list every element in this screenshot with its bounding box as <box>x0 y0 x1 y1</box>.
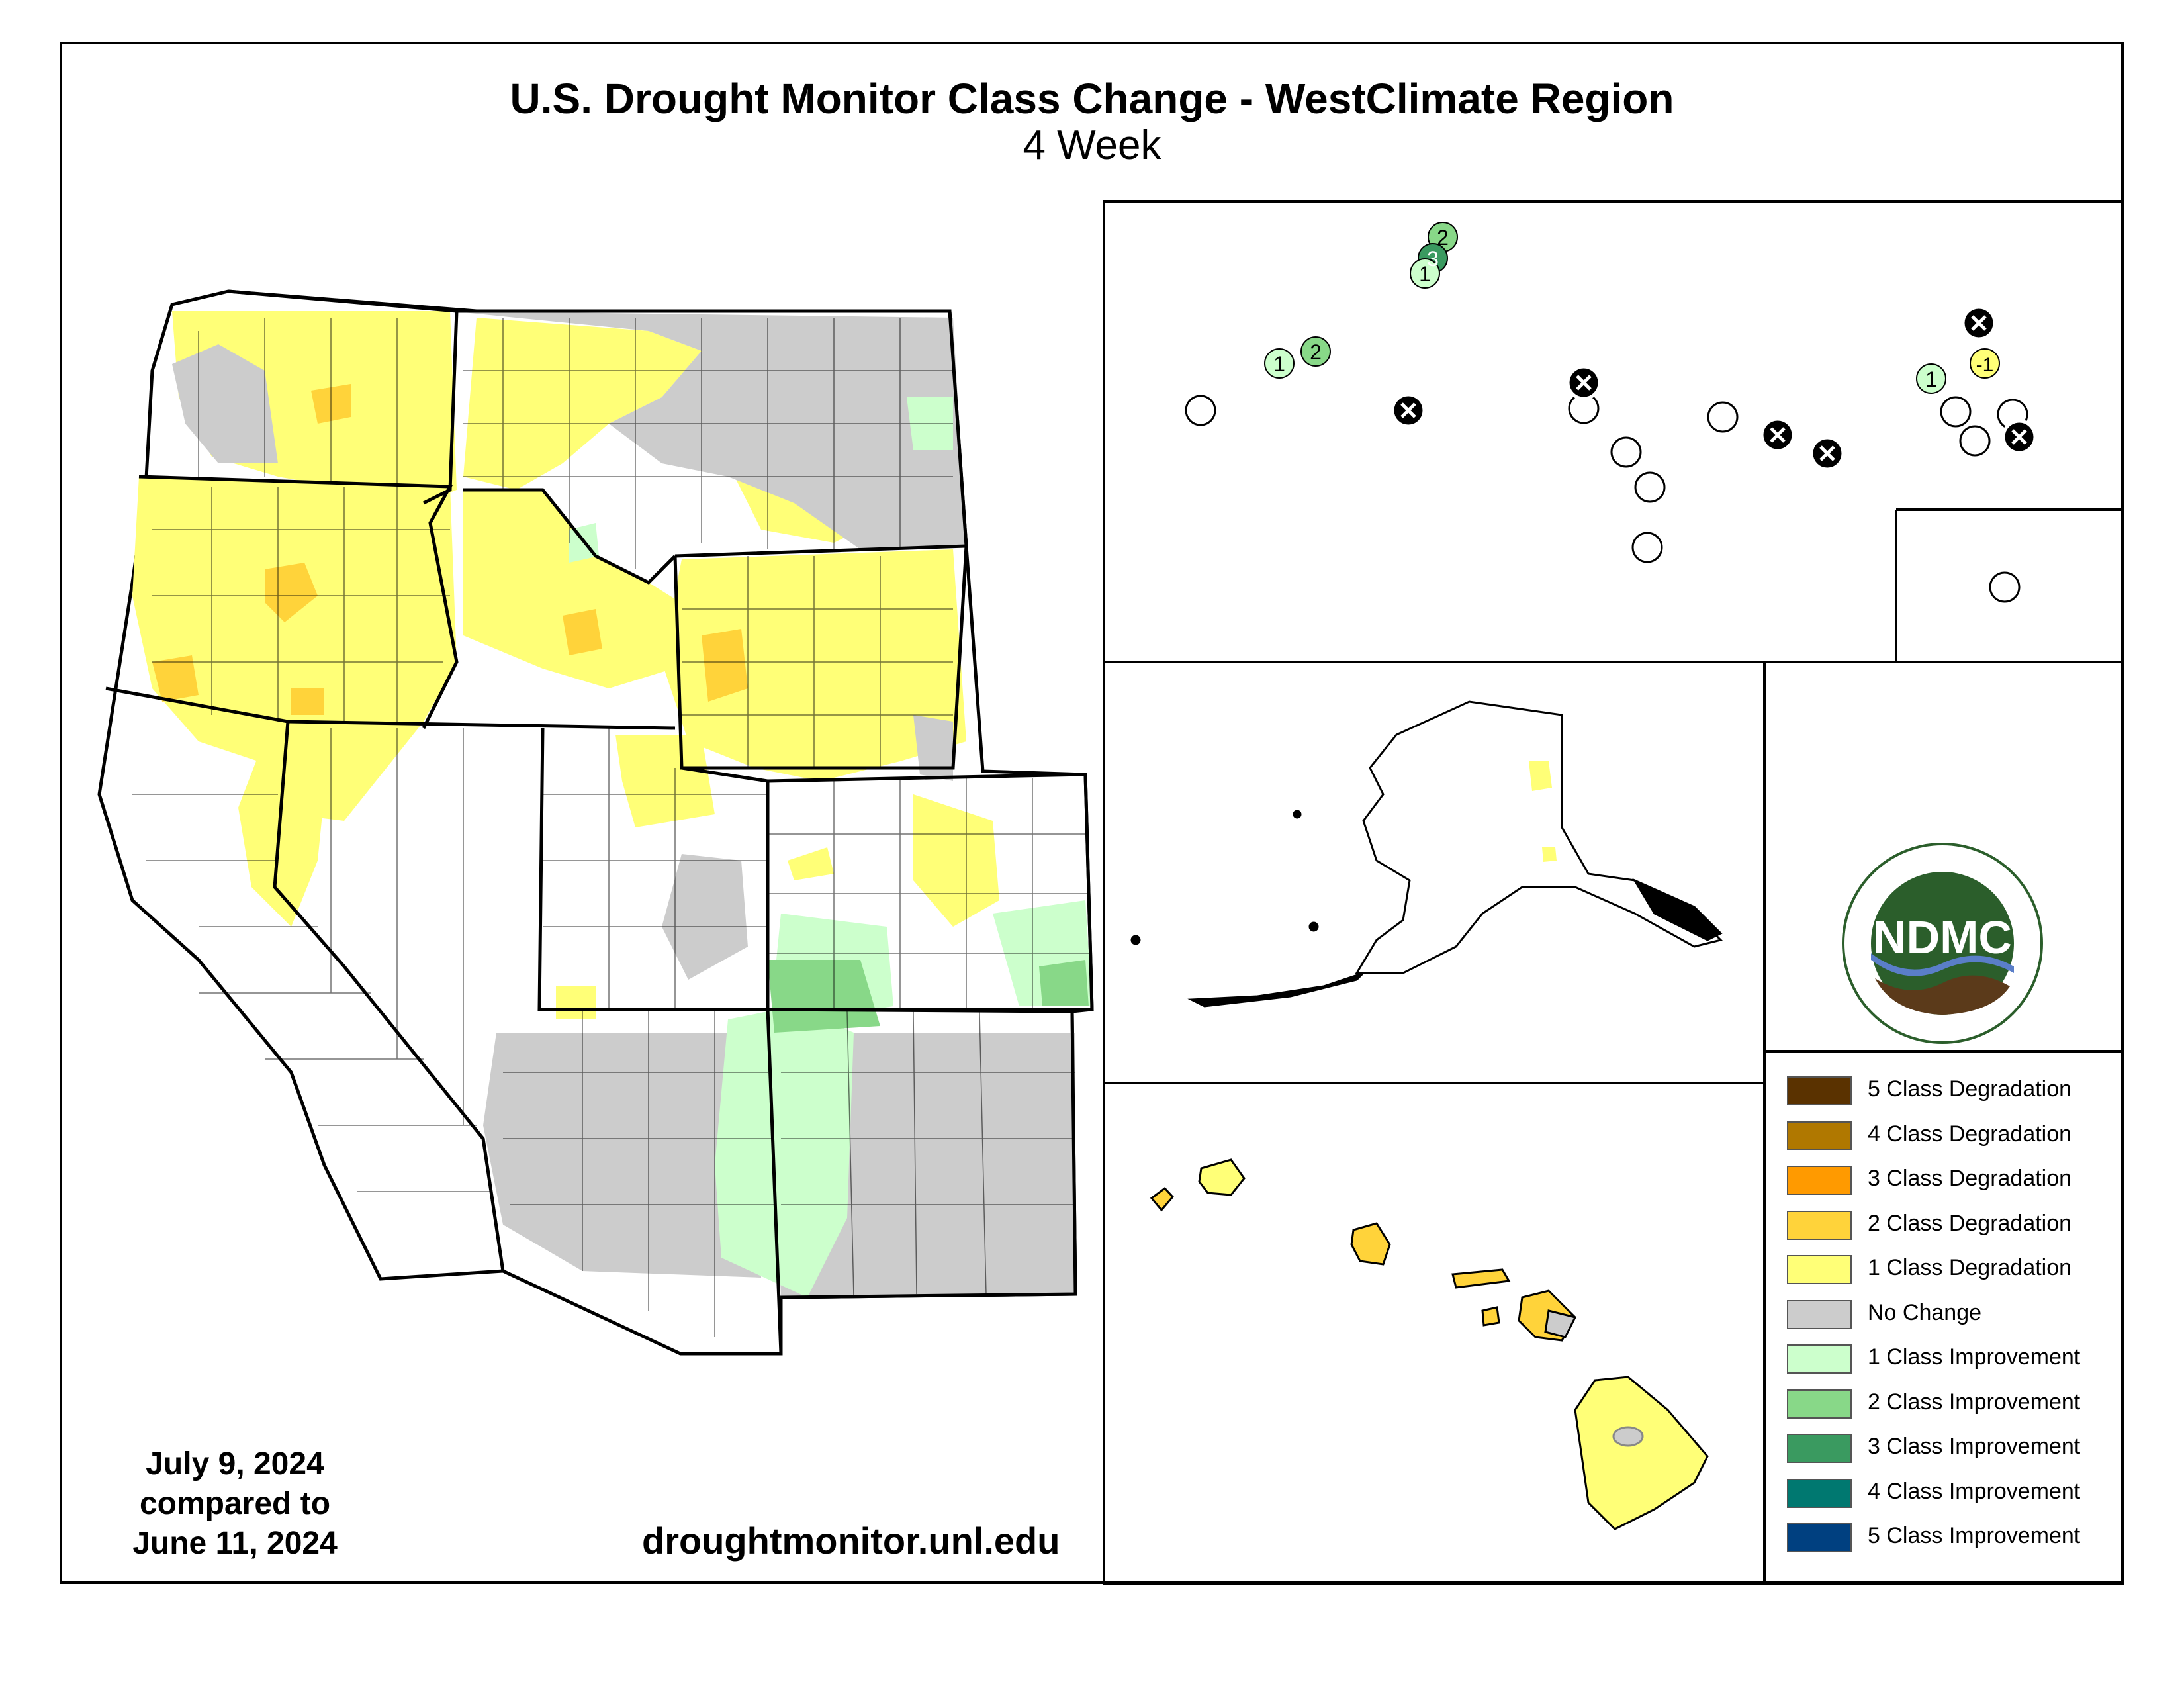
island-station-marker <box>1610 436 1642 468</box>
island-improvement-marker <box>1264 348 1295 379</box>
legend-item: 4 Class Degradation <box>1787 1119 2105 1152</box>
island-marker-label: 2 <box>1437 226 1449 250</box>
legend-swatch <box>1787 1166 1852 1195</box>
legend-label: No Change <box>1868 1299 1982 1325</box>
legend-swatch <box>1787 1121 1852 1150</box>
island-marker-label: 1 <box>1273 352 1285 376</box>
pacific-islands-inset: 2 3 1 1 2 1 -1 <box>1185 222 2037 603</box>
legend-item: 3 Class Degradation <box>1787 1163 2105 1196</box>
state-borders <box>105 289 1094 1354</box>
legend-label: 1 Class Degradation <box>1868 1255 2072 1280</box>
legend-item: 2 Class Improvement <box>1787 1387 2105 1420</box>
legend-item: No Change <box>1787 1297 2105 1331</box>
west-region-map <box>97 289 1094 1356</box>
island-marker-label: 2 <box>1310 340 1322 364</box>
legend-swatch <box>1787 1076 1852 1105</box>
legend-swatch <box>1787 1389 1852 1419</box>
legend-label: 5 Class Improvement <box>1868 1523 2081 1548</box>
island-marker-label: 1 <box>1419 262 1431 286</box>
comparison-label: compared to <box>139 1486 331 1521</box>
county-lines <box>132 318 1091 1337</box>
island-station-marker <box>1989 571 2021 603</box>
legend-label: 4 Class Degradation <box>1868 1121 2072 1147</box>
legend-label: 3 Class Degradation <box>1868 1166 2072 1191</box>
island-marker-label: 1 <box>1925 367 1937 391</box>
legend-label: 5 Class Degradation <box>1868 1076 2072 1102</box>
island-marker-label: -1 <box>1976 354 1994 376</box>
legend-item: 2 Class Degradation <box>1787 1208 2105 1241</box>
island-station-marker <box>1634 471 1666 503</box>
legend-swatch <box>1787 1523 1852 1552</box>
island-no-data-markers <box>1390 305 2037 471</box>
legend-item: 1 Class Improvement <box>1787 1342 2105 1375</box>
island-station-marker <box>1185 395 1216 426</box>
island-station-marker <box>1631 532 1663 563</box>
hawaii-inset-map <box>1150 1158 1709 1530</box>
legend-label: 3 Class Improvement <box>1868 1434 2081 1459</box>
legend-swatch <box>1787 1434 1852 1463</box>
island-station-marker <box>1707 401 1739 433</box>
inset-panel-borders <box>1103 200 2124 1585</box>
island-marker-label: 3 <box>1427 247 1439 271</box>
legend-label: 4 Class Improvement <box>1868 1478 2081 1504</box>
island-degradation-marker <box>1970 348 2000 379</box>
comparison-date: June 11, 2024 <box>132 1526 338 1561</box>
legend-label: 2 Class Improvement <box>1868 1389 2081 1415</box>
island-improvement-marker <box>1300 336 1331 367</box>
legend-item: 5 Class Degradation <box>1787 1074 2105 1107</box>
legend-item: 3 Class Improvement <box>1787 1431 2105 1464</box>
improvement-areas <box>569 397 1092 1297</box>
island-station-marker <box>1940 396 1972 428</box>
legend-label: 2 Class Degradation <box>1868 1210 2072 1236</box>
legend-item: 4 Class Improvement <box>1787 1476 2105 1509</box>
map-subtitle: 4 Week <box>1023 122 1161 168</box>
legend-swatch <box>1787 1299 1852 1329</box>
source-url[interactable]: droughtmonitor.unl.edu <box>642 1520 1060 1562</box>
legend-item: 1 Class Degradation <box>1787 1252 2105 1286</box>
island-improvement-marker <box>1916 363 1946 394</box>
legend-swatch <box>1787 1344 1852 1374</box>
legend-swatch <box>1787 1210 1852 1240</box>
legend-swatch <box>1787 1478 1852 1508</box>
alaska-inset-map <box>1130 700 1723 1008</box>
legend-label: 1 Class Improvement <box>1868 1344 2081 1370</box>
legend-item: 5 Class Improvement <box>1787 1521 2105 1554</box>
ndmc-logo: NDMC <box>1842 843 2043 1044</box>
legend-swatch <box>1787 1255 1852 1284</box>
map-title: U.S. Drought Monitor Class Change - West… <box>510 75 1674 122</box>
island-improvement-marker <box>1410 258 1440 289</box>
map-date: July 9, 2024 <box>146 1446 324 1481</box>
ndmc-logo-acronym: NDMC <box>1873 912 2012 963</box>
island-station-marker <box>1959 425 1991 457</box>
